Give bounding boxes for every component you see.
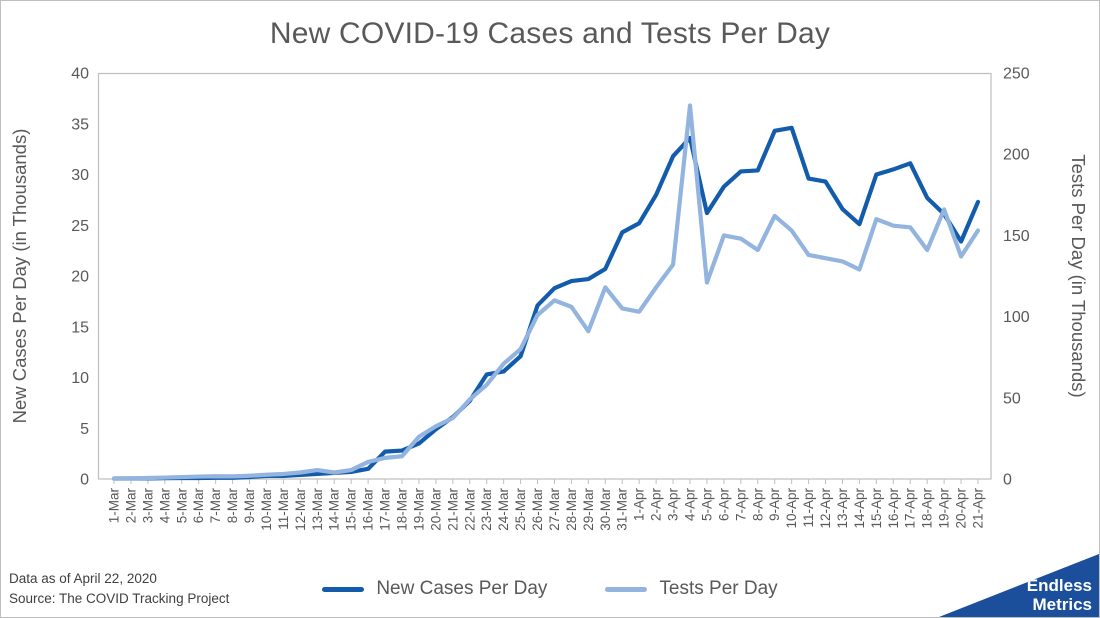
svg-text:25: 25 [71, 218, 89, 235]
svg-text:23-Mar: 23-Mar [479, 488, 494, 531]
svg-text:20-Apr: 20-Apr [954, 488, 969, 529]
svg-text:12-Mar: 12-Mar [293, 488, 308, 531]
svg-text:2-Apr: 2-Apr [649, 487, 664, 521]
svg-text:50: 50 [1003, 390, 1021, 407]
legend-item-new-cases: New Cases Per Day [322, 578, 547, 600]
svg-text:7-Mar: 7-Mar [208, 488, 223, 524]
svg-text:13-Mar: 13-Mar [310, 488, 325, 531]
new-cases-line-swatch-icon [322, 586, 365, 592]
svg-text:15-Apr: 15-Apr [869, 488, 884, 529]
chart-title: New COVID-19 Cases and Tests Per Day [269, 17, 831, 50]
chart-legend: New Cases Per Day Tests Per Day [1, 575, 1099, 603]
svg-text:5: 5 [80, 421, 89, 438]
svg-text:11-Apr: 11-Apr [801, 488, 816, 528]
svg-text:2-Mar: 2-Mar [123, 488, 138, 524]
svg-text:20: 20 [71, 269, 89, 286]
logo-line2: Metrics [1032, 595, 1092, 614]
y-axis-left-labels: 0 5 10 15 20 25 30 35 40 [71, 66, 89, 489]
svg-text:40: 40 [71, 66, 89, 83]
svg-text:29-Mar: 29-Mar [581, 488, 596, 531]
svg-text:4-Mar: 4-Mar [157, 488, 172, 524]
logo-line1: Endless [1026, 576, 1092, 595]
svg-text:17-Mar: 17-Mar [378, 488, 393, 531]
svg-text:0: 0 [1003, 472, 1012, 489]
footnote-data-as-of: Data as of April 22, 2020 [9, 571, 157, 586]
svg-text:21-Mar: 21-Mar [445, 488, 460, 531]
svg-text:26-Mar: 26-Mar [530, 488, 545, 531]
series-line-new-cases-per-day [111, 125, 981, 481]
series-line-tests-per-day [111, 103, 981, 481]
svg-text:14-Apr: 14-Apr [852, 488, 867, 529]
svg-text:28-Mar: 28-Mar [564, 488, 579, 531]
svg-text:6-Apr: 6-Apr [716, 487, 731, 521]
y-axis-right-title: Tests Per Day (in Thousands) [1068, 154, 1089, 397]
svg-text:10-Mar: 10-Mar [259, 488, 274, 531]
svg-text:19-Mar: 19-Mar [411, 488, 426, 531]
svg-text:35: 35 [71, 116, 89, 133]
svg-text:5-Apr: 5-Apr [699, 487, 714, 521]
svg-text:25-Mar: 25-Mar [513, 488, 528, 531]
svg-text:27-Mar: 27-Mar [547, 488, 562, 531]
svg-text:15-Mar: 15-Mar [344, 488, 359, 531]
svg-text:11-Mar: 11-Mar [276, 488, 291, 530]
svg-text:250: 250 [1003, 66, 1030, 83]
svg-text:0: 0 [80, 472, 89, 489]
svg-text:16-Apr: 16-Apr [886, 488, 901, 529]
svg-text:150: 150 [1003, 228, 1030, 245]
svg-text:8-Apr: 8-Apr [750, 487, 765, 521]
svg-text:30-Mar: 30-Mar [598, 488, 613, 531]
plot-border [97, 72, 992, 480]
y-axis-right-labels: 0 50 100 150 200 250 [1003, 66, 1030, 489]
svg-text:3-Apr: 3-Apr [666, 487, 681, 521]
svg-text:1-Mar: 1-Mar [107, 488, 122, 524]
x-axis-labels: 1-Mar 2-Mar 3-Mar 4-Mar 5-Mar 6-Mar 7-Mar 8-Mar… [107, 487, 986, 530]
svg-text:9-Mar: 9-Mar [242, 488, 257, 524]
x-axis-ticks [113, 479, 979, 484]
svg-text:31-Mar: 31-Mar [615, 488, 630, 531]
svg-text:20-Mar: 20-Mar [428, 488, 443, 531]
svg-text:30: 30 [71, 167, 89, 184]
svg-text:16-Mar: 16-Mar [361, 488, 376, 531]
legend-label-tests: Tests Per Day [659, 578, 778, 599]
svg-text:24-Mar: 24-Mar [496, 488, 511, 531]
y-axis-left-title: New Cases Per Day (in Thousands) [9, 129, 30, 424]
legend-label-new-cases: New Cases Per Day [376, 578, 548, 599]
svg-text:3-Mar: 3-Mar [140, 488, 155, 524]
svg-text:12-Apr: 12-Apr [818, 488, 833, 529]
svg-text:18-Mar: 18-Mar [395, 488, 410, 531]
legend-item-tests: Tests Per Day [605, 578, 778, 600]
svg-text:15: 15 [71, 319, 89, 336]
svg-text:9-Apr: 9-Apr [767, 487, 782, 521]
svg-text:1-Apr: 1-Apr [632, 487, 647, 521]
svg-text:200: 200 [1003, 147, 1030, 164]
svg-text:14-Mar: 14-Mar [327, 488, 342, 531]
svg-text:5-Mar: 5-Mar [174, 488, 189, 524]
svg-text:18-Apr: 18-Apr [920, 488, 935, 529]
svg-text:10-Apr: 10-Apr [784, 488, 799, 529]
svg-text:10: 10 [71, 370, 89, 387]
footnote-source: Source: The COVID Tracking Project [9, 591, 230, 606]
svg-text:22-Mar: 22-Mar [462, 488, 477, 531]
svg-text:13-Apr: 13-Apr [835, 488, 850, 529]
svg-text:21-Apr: 21-Apr [971, 488, 986, 529]
footnote: Data as of April 22, 2020 Source: The CO… [9, 569, 229, 609]
svg-text:8-Mar: 8-Mar [225, 488, 240, 524]
svg-text:6-Mar: 6-Mar [191, 488, 206, 524]
svg-text:100: 100 [1003, 309, 1030, 326]
svg-text:7-Apr: 7-Apr [733, 487, 748, 521]
tests-line-swatch-icon [605, 586, 648, 592]
svg-text:4-Apr: 4-Apr [683, 487, 698, 521]
svg-text:17-Apr: 17-Apr [903, 488, 918, 529]
svg-text:19-Apr: 19-Apr [937, 488, 952, 529]
